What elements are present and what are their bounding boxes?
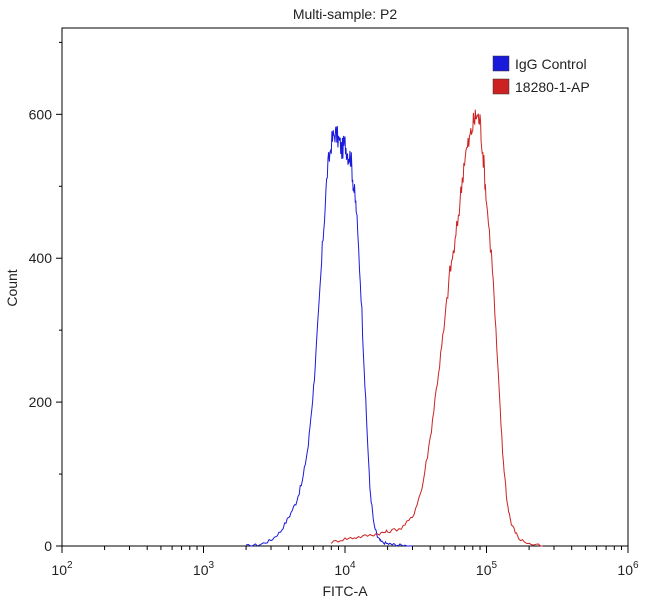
x-tick-label: 106 (617, 560, 639, 578)
legend-swatch-18280-1-ap (492, 78, 510, 95)
x-axis: 102 103 104 105 106 (51, 546, 639, 578)
legend-swatch-igg-control (492, 55, 510, 72)
y-axis: 0 200 400 600 (29, 41, 62, 554)
legend: IgG Control 18280-1-AP (492, 55, 590, 95)
x-tick-label: 103 (193, 560, 215, 578)
plot-series (246, 109, 543, 547)
y-axis-label: Count (4, 269, 20, 306)
legend-label-18280-1-ap: 18280-1-AP (515, 79, 590, 95)
x-axis-label: FITC-A (322, 583, 368, 599)
y-tick-label: 600 (29, 106, 53, 122)
y-tick-label: 400 (29, 250, 53, 266)
series-line-igg-control (246, 126, 413, 547)
legend-label-igg-control: IgG Control (515, 56, 587, 72)
series-line-18280-1-ap (330, 109, 543, 547)
chart-title: Multi-sample: P2 (293, 6, 397, 22)
x-tick-label: 104 (334, 560, 356, 578)
x-tick-label: 102 (51, 560, 73, 578)
y-tick-label: 0 (44, 538, 52, 554)
x-tick-label: 105 (476, 560, 498, 578)
y-tick-label: 200 (29, 394, 53, 410)
